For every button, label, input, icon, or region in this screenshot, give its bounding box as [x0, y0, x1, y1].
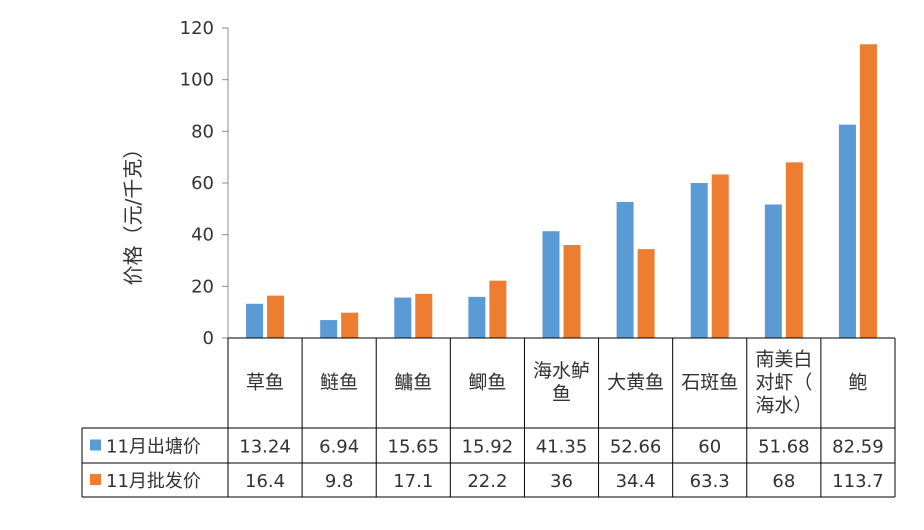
bar-layer [246, 44, 877, 339]
bar-pond-price [542, 231, 560, 338]
data-label: 9.8 [325, 471, 354, 492]
bar-wholesale-price [415, 293, 433, 338]
bar-pond-price [394, 297, 412, 338]
category-label: 大黄鱼 [607, 372, 664, 394]
data-label: 60 [698, 437, 721, 458]
legend-swatch [90, 439, 101, 451]
data-label: 34.4 [616, 471, 656, 492]
bar-wholesale-price [711, 174, 729, 338]
bar-wholesale-price [785, 162, 803, 338]
category-label: 鳙鱼 [394, 372, 432, 394]
data-label: 6.94 [319, 437, 359, 458]
category-label: 南美白 [755, 349, 812, 371]
category-label: 海水鲈 [533, 360, 590, 382]
y-tick-label: 20 [191, 276, 214, 297]
data-label: 15.92 [462, 437, 514, 458]
bar-wholesale-price [563, 245, 581, 338]
bar-wholesale-price [341, 312, 359, 338]
y-axis-label: 价格（元/千克） [121, 139, 145, 286]
data-label: 68 [772, 471, 795, 492]
y-tick-label: 60 [191, 173, 214, 194]
data-label: 17.1 [393, 471, 433, 492]
data-label: 36 [550, 471, 573, 492]
legend-swatch [90, 474, 101, 485]
category-label: 海水） [755, 395, 812, 417]
category-label: 对虾（ [755, 372, 812, 394]
data-label: 13.24 [239, 437, 291, 458]
data-label: 51.68 [758, 437, 810, 458]
bar-pond-price [468, 296, 486, 338]
category-label: 鱼 [552, 383, 571, 405]
y-tick-label: 120 [180, 18, 214, 39]
data-label: 16.4 [245, 471, 285, 492]
category-label: 鲢鱼 [320, 372, 358, 394]
data-label: 63.3 [690, 471, 730, 492]
data-label: 15.65 [388, 437, 440, 458]
bar-wholesale-price [489, 280, 507, 338]
y-tick-label: 0 [203, 328, 214, 349]
bar-wholesale-price [859, 44, 877, 339]
bar-pond-price [690, 183, 708, 338]
bar-pond-price [838, 124, 856, 338]
data-label: 22.2 [467, 471, 507, 492]
y-tick-label: 40 [191, 225, 214, 246]
legend-label: 11月出塘价 [106, 437, 201, 458]
y-tick-label: 80 [191, 121, 214, 142]
bar-pond-price [246, 303, 264, 338]
bar-pond-price [320, 320, 338, 338]
legend-label: 11月批发价 [106, 471, 201, 492]
bar-wholesale-price [267, 295, 285, 338]
axis-layer: 0 20 40 60 80 100 120 [180, 18, 229, 349]
y-tick-label: 100 [180, 70, 214, 91]
category-label: 鲍 [848, 372, 867, 394]
data-label: 41.35 [536, 437, 588, 458]
bar-pond-price [616, 201, 634, 338]
data-label: 82.59 [832, 437, 884, 458]
category-label: 草鱼 [246, 372, 284, 394]
data-label: 52.66 [610, 437, 662, 458]
bar-wholesale-price [637, 249, 655, 338]
category-label: 石斑鱼 [681, 372, 738, 394]
category-label: 鲫鱼 [468, 372, 506, 394]
data-label: 113.7 [832, 471, 884, 492]
bar-pond-price [764, 204, 782, 338]
